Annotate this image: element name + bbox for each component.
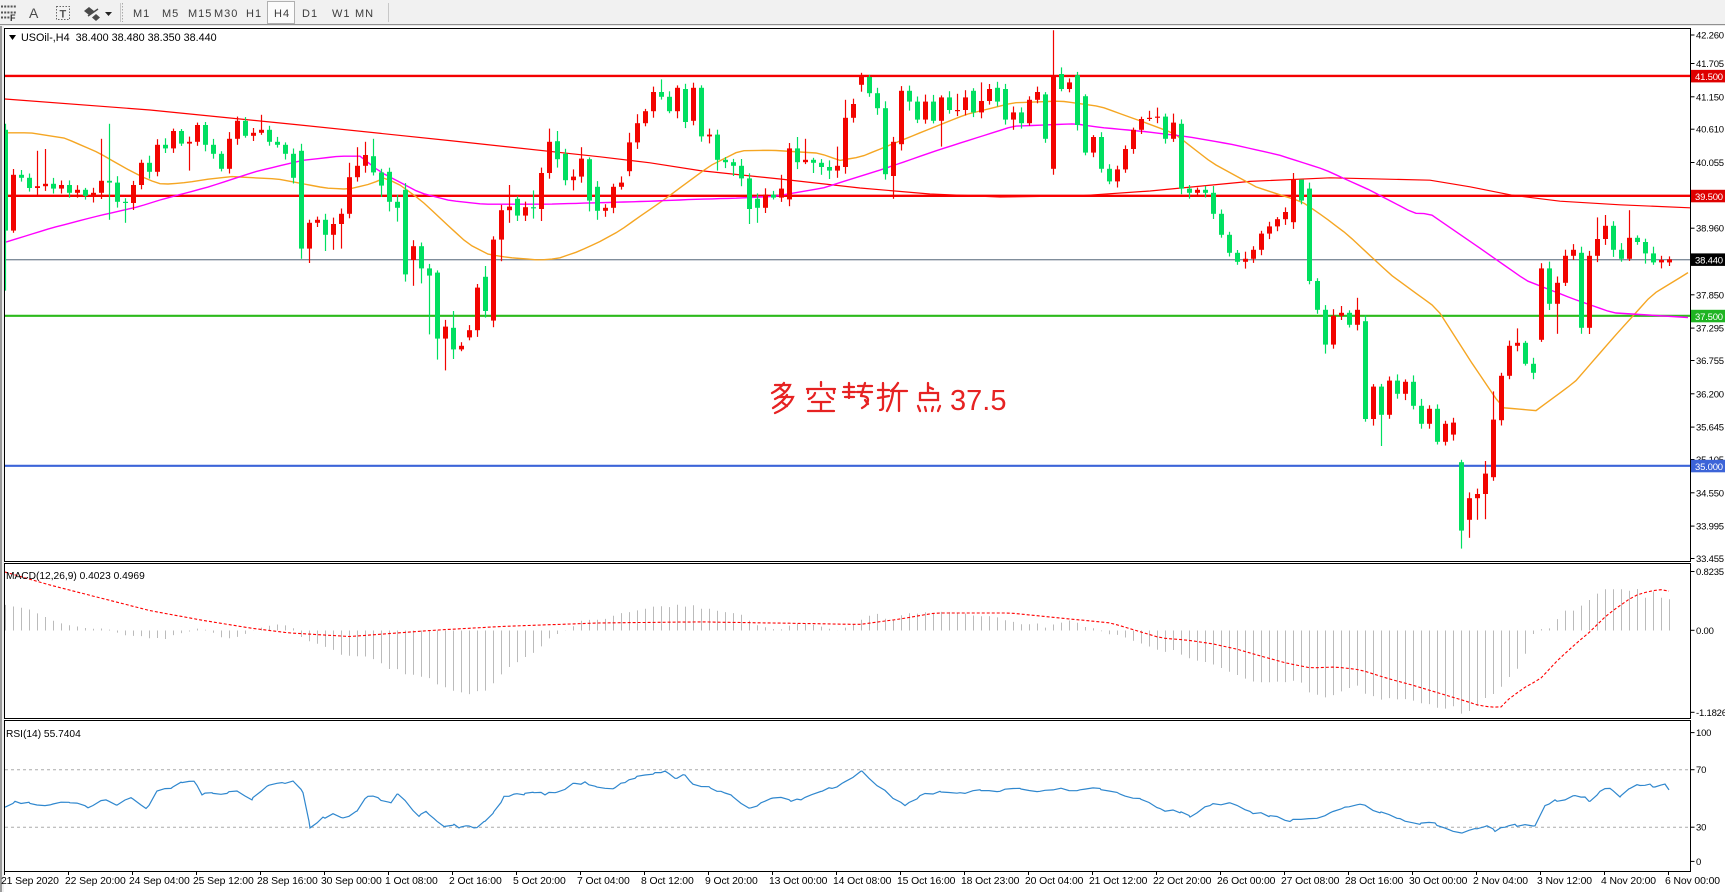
svg-text:0.8235: 0.8235 — [1696, 567, 1724, 578]
svg-text:14 Oct 08:00: 14 Oct 08:00 — [833, 876, 892, 887]
svg-text:30 Oct 00:00: 30 Oct 00:00 — [1409, 876, 1468, 887]
svg-text:24 Sep 04:00: 24 Sep 04:00 — [129, 876, 190, 887]
svg-text:15 Oct 16:00: 15 Oct 16:00 — [897, 876, 956, 887]
svg-text:5 Oct 20:00: 5 Oct 20:00 — [513, 876, 566, 887]
svg-text:M15: M15 — [188, 8, 212, 20]
svg-text:M30: M30 — [214, 8, 238, 20]
svg-text:-1.1826: -1.1826 — [1696, 708, 1725, 719]
svg-text:36.200: 36.200 — [1696, 389, 1724, 400]
svg-text:41.705: 41.705 — [1696, 59, 1724, 70]
svg-text:25 Sep 12:00: 25 Sep 12:00 — [193, 876, 254, 887]
svg-text:1 Oct 08:00: 1 Oct 08:00 — [385, 876, 438, 887]
svg-text:41.500: 41.500 — [1695, 72, 1723, 83]
svg-text:USOil-,H4 38.400 38.480 38.35: USOil-,H4 38.400 38.480 38.350 38.440 — [21, 32, 217, 44]
svg-text:28 Sep 16:00: 28 Sep 16:00 — [257, 876, 318, 887]
svg-text:21 Sep 2020: 21 Sep 2020 — [1, 876, 59, 887]
svg-text:70: 70 — [1696, 765, 1706, 776]
svg-text:26 Oct 00:00: 26 Oct 00:00 — [1217, 876, 1276, 887]
svg-text:27 Oct 08:00: 27 Oct 08:00 — [1281, 876, 1340, 887]
svg-text:2 Oct 16:00: 2 Oct 16:00 — [449, 876, 502, 887]
svg-text:21 Oct 12:00: 21 Oct 12:00 — [1089, 876, 1148, 887]
svg-text:A: A — [29, 5, 39, 21]
svg-text:22 Oct 20:00: 22 Oct 20:00 — [1153, 876, 1212, 887]
svg-text:F: F — [10, 13, 16, 23]
svg-text:6 Nov 00:00: 6 Nov 00:00 — [1665, 876, 1720, 887]
svg-text:MACD(12,26,9) 0.4023 0.4969: MACD(12,26,9) 0.4023 0.4969 — [6, 571, 145, 582]
svg-text:9 Oct 20:00: 9 Oct 20:00 — [705, 876, 758, 887]
svg-text:W1: W1 — [332, 8, 351, 20]
svg-text:35.105: 35.105 — [1696, 455, 1724, 466]
svg-text:20 Oct 04:00: 20 Oct 04:00 — [1025, 876, 1084, 887]
svg-text:40.610: 40.610 — [1696, 125, 1724, 136]
svg-text:4 Nov 20:00: 4 Nov 20:00 — [1601, 876, 1656, 887]
svg-text:30: 30 — [1696, 823, 1706, 834]
svg-text:0.00: 0.00 — [1696, 626, 1714, 637]
svg-text:36.755: 36.755 — [1696, 356, 1724, 367]
svg-text:37.850: 37.850 — [1696, 290, 1724, 301]
svg-text:18 Oct 23:00: 18 Oct 23:00 — [961, 876, 1020, 887]
svg-text:H1: H1 — [246, 8, 262, 20]
svg-text:2 Nov 04:00: 2 Nov 04:00 — [1473, 876, 1528, 887]
svg-text:T: T — [60, 9, 67, 21]
svg-text:8 Oct 12:00: 8 Oct 12:00 — [641, 876, 694, 887]
svg-text:D1: D1 — [302, 8, 318, 20]
svg-text:H4: H4 — [274, 8, 290, 20]
svg-text:35.645: 35.645 — [1696, 423, 1724, 434]
svg-text:42.260: 42.260 — [1696, 31, 1724, 42]
svg-text:40.055: 40.055 — [1696, 158, 1724, 169]
svg-text:37.5: 37.5 — [950, 385, 1006, 417]
svg-text:38.440: 38.440 — [1695, 255, 1723, 266]
svg-text:35.000: 35.000 — [1695, 462, 1723, 473]
svg-text:22 Sep 20:00: 22 Sep 20:00 — [65, 876, 126, 887]
svg-text:7 Oct 04:00: 7 Oct 04:00 — [577, 876, 630, 887]
svg-text:M5: M5 — [162, 8, 179, 20]
svg-text:M1: M1 — [133, 8, 150, 20]
svg-text:100: 100 — [1696, 728, 1711, 739]
svg-text:37.500: 37.500 — [1695, 312, 1723, 323]
svg-text:41.150: 41.150 — [1696, 92, 1724, 103]
svg-text:0: 0 — [1696, 857, 1701, 868]
svg-text:34.550: 34.550 — [1696, 488, 1724, 499]
svg-text:28 Oct 16:00: 28 Oct 16:00 — [1345, 876, 1404, 887]
svg-text:30 Sep 00:00: 30 Sep 00:00 — [321, 876, 382, 887]
svg-text:13 Oct 00:00: 13 Oct 00:00 — [769, 876, 828, 887]
svg-text:33.995: 33.995 — [1696, 522, 1724, 533]
svg-text:37.295: 37.295 — [1696, 324, 1724, 335]
svg-text:39.500: 39.500 — [1695, 192, 1723, 203]
svg-text:MN: MN — [355, 8, 374, 20]
svg-text:38.960: 38.960 — [1696, 224, 1724, 235]
svg-text:33.455: 33.455 — [1696, 554, 1724, 565]
svg-text:3 Nov 12:00: 3 Nov 12:00 — [1537, 876, 1592, 887]
svg-text:RSI(14) 55.7404: RSI(14) 55.7404 — [6, 729, 81, 740]
